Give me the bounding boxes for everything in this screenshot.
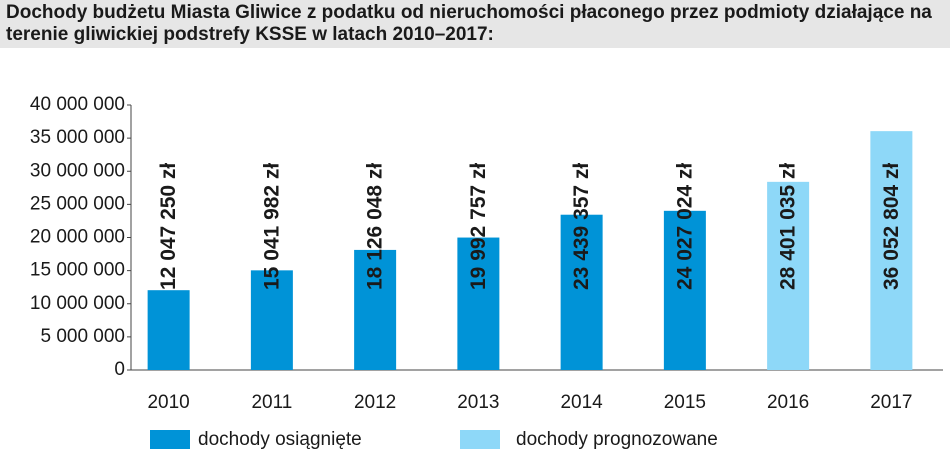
chart-title: Dochody budżetu Miasta Gliwice z podatku…: [0, 0, 950, 48]
bar: [560, 214, 603, 370]
x-tick-label: 2011: [251, 392, 292, 413]
bar: [250, 270, 293, 370]
value-label: 15 041 982 zł: [260, 163, 283, 290]
x-tick-label: 2015: [664, 392, 706, 413]
y-tick-label: 40 000 000: [30, 94, 125, 115]
bar: [870, 131, 913, 370]
bar: [147, 290, 190, 370]
x-tick-label: 2012: [354, 392, 396, 413]
y-tick-label: 10 000 000: [30, 293, 125, 314]
value-label: 18 126 048 zł: [364, 163, 387, 290]
x-tick-label: 2016: [767, 392, 809, 413]
value-label: 36 052 804 zł: [880, 163, 903, 290]
y-tick-label: 15 000 000: [30, 260, 125, 281]
y-tick-label: 25 000 000: [30, 193, 125, 214]
y-tick-label: 0: [114, 359, 125, 380]
legend-swatch: [150, 430, 190, 449]
x-tick-label: 2010: [147, 392, 189, 413]
legend-swatch: [460, 430, 500, 449]
legend-label: dochody prognozowane: [516, 429, 718, 450]
value-label: 28 401 035 zł: [777, 163, 800, 290]
bar: [457, 237, 500, 370]
bar: [663, 210, 706, 370]
bar: [767, 181, 810, 370]
y-tick-label: 35 000 000: [30, 127, 125, 148]
value-label: 12 047 250 zł: [157, 163, 180, 290]
value-label: 23 439 357 zł: [570, 163, 593, 290]
y-tick-label: 20 000 000: [30, 227, 125, 248]
x-tick-label: 2013: [457, 392, 499, 413]
y-tick-label: 5 000 000: [40, 326, 125, 347]
value-label: 19 992 757 zł: [467, 163, 490, 290]
y-tick-label: 30 000 000: [30, 160, 125, 181]
value-label: 24 027 024 zł: [673, 163, 696, 290]
x-tick-label: 2014: [560, 392, 603, 413]
x-tick-label: 2017: [870, 392, 912, 413]
legend-label: dochody osiągnięte: [198, 429, 362, 450]
bar: [354, 249, 397, 370]
